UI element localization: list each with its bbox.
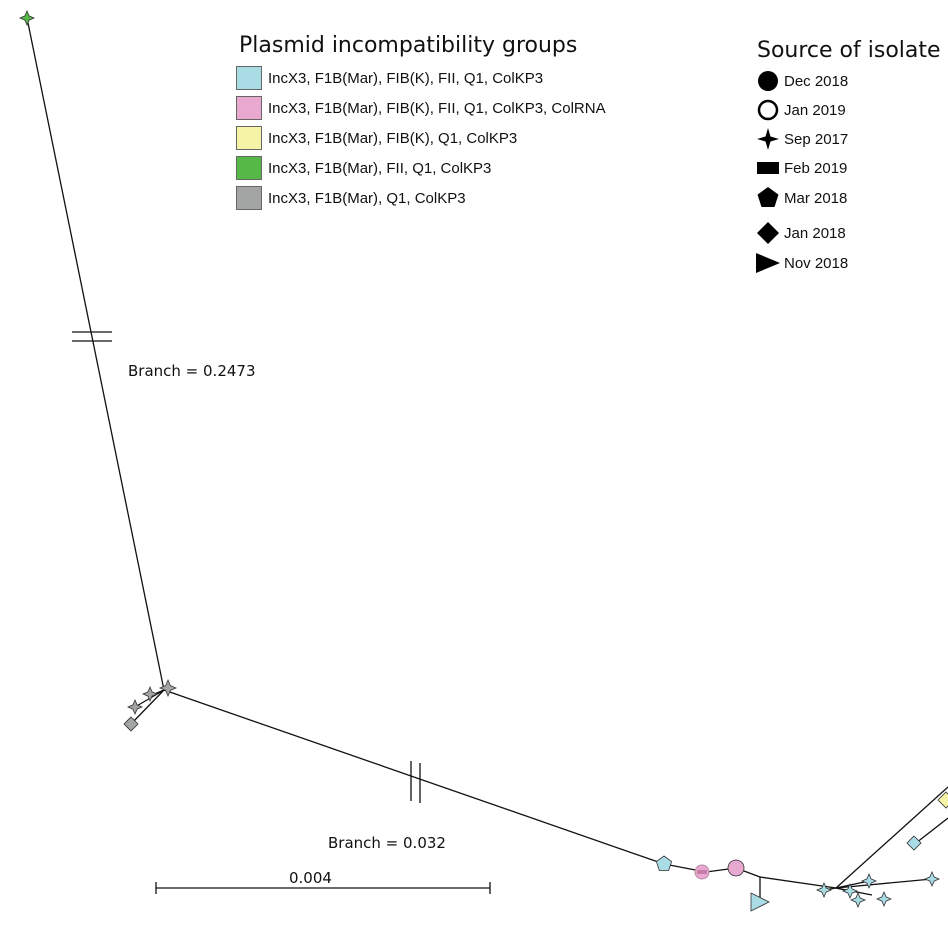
tree-node-triangle — [750, 892, 770, 912]
scale-bar-label: 0.004 — [289, 869, 332, 887]
color-swatch — [236, 126, 262, 150]
branch-root — [26, 17, 165, 691]
rectangle-icon — [757, 162, 779, 174]
tree-node-star — [815, 881, 833, 899]
branch-cluster-gray-3 — [130, 689, 165, 725]
source-legend-item: Mar 2018 — [754, 185, 847, 211]
source-legend-label: Jan 2018 — [784, 224, 846, 242]
branch-length-long-label: Branch = 0.2473 — [128, 362, 256, 380]
filled-circle-icon — [758, 71, 778, 91]
plasmid-legend-label: IncX3, F1B(Mar), FII, Q1, ColKP3 — [268, 159, 492, 177]
source-legend-item: Nov 2018 — [754, 250, 848, 276]
branch-long — [163, 689, 665, 865]
tree-node-pentagon — [655, 855, 673, 871]
tree-node-star — [18, 9, 36, 27]
open-circle-icon — [757, 99, 779, 121]
tree-node-star — [875, 890, 893, 908]
branch-diamond-stem — [915, 817, 948, 844]
source-legend-label: Sep 2017 — [784, 130, 849, 148]
source-legend-label: Mar 2018 — [784, 189, 848, 207]
plasmid-legend-label: IncX3, F1B(Mar), FIB(K), FII, Q1, ColKP3 — [268, 69, 544, 87]
plasmid-legend-item: IncX3, F1B(Mar), FIB(K), Q1, ColKP3 — [236, 126, 517, 150]
tree-node-star — [841, 882, 859, 900]
plasmid-legend-title: Plasmid incompatibility groups — [239, 33, 578, 58]
source-legend-item: Feb 2019 — [754, 155, 847, 181]
tree-node-diamond — [937, 791, 948, 809]
source-legend-title: Source of isolate — [757, 38, 941, 63]
source-legend-label: Jan 2019 — [784, 101, 846, 119]
tree-node-rect — [694, 864, 710, 880]
pentagon-icon — [757, 187, 779, 207]
plasmid-legend-label: IncX3, F1B(Mar), FIB(K), FII, Q1, ColKP3… — [268, 99, 606, 117]
color-swatch — [236, 96, 262, 120]
plasmid-legend-item: IncX3, F1B(Mar), FIB(K), FII, Q1, ColKP3… — [236, 96, 606, 120]
color-swatch — [236, 186, 262, 210]
source-legend-label: Feb 2019 — [784, 159, 848, 177]
diamond-icon — [757, 222, 779, 244]
tree-node-star — [141, 685, 159, 703]
source-legend-item: Dec 2018 — [754, 68, 848, 94]
plasmid-legend-item: IncX3, F1B(Mar), FIB(K), FII, Q1, ColKP3 — [236, 66, 543, 90]
color-swatch — [236, 156, 262, 180]
branch-star-c — [835, 878, 933, 889]
plasmid-legend-item: IncX3, F1B(Mar), FII, Q1, ColKP3 — [236, 156, 491, 180]
tree-node-diamond — [123, 716, 139, 732]
tree-node-star — [849, 891, 867, 909]
source-legend-label: Nov 2018 — [784, 254, 849, 272]
four-point-star-icon — [757, 128, 779, 150]
plasmid-legend-label: IncX3, F1B(Mar), Q1, ColKP3 — [268, 189, 466, 207]
branch-length-short-label: Branch = 0.032 — [328, 834, 446, 852]
branch-star-d — [835, 880, 870, 889]
tree-node-star — [923, 870, 941, 888]
tree-node-star — [158, 678, 178, 698]
triangle-right-icon — [756, 253, 780, 273]
tree-node-star — [860, 872, 878, 890]
plasmid-legend-item: IncX3, F1B(Mar), Q1, ColKP3 — [236, 186, 466, 210]
tree-node-star — [126, 698, 144, 716]
source-legend-item: Sep 2017 — [754, 126, 848, 152]
tree-node-circle — [727, 859, 745, 877]
source-legend-label: Dec 2018 — [784, 72, 849, 90]
color-swatch — [236, 66, 262, 90]
source-legend-item: Jan 2018 — [754, 220, 846, 246]
branch-up — [835, 786, 948, 889]
tree-node-diamond — [906, 835, 922, 851]
source-legend-item: Jan 2019 — [754, 97, 846, 123]
plasmid-legend-label: IncX3, F1B(Mar), FIB(K), Q1, ColKP3 — [268, 129, 518, 147]
